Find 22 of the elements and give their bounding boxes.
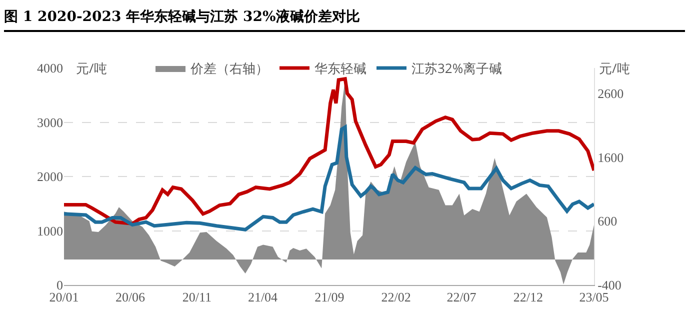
y-tick-label: 1000 — [37, 223, 63, 238]
y2-tick-label: 600 — [598, 214, 618, 229]
y-tick-label: 2000 — [37, 169, 63, 184]
line-series — [64, 125, 594, 232]
y-axis-title: 元/吨 — [76, 59, 107, 77]
y-tick-label: 4000 — [37, 60, 63, 76]
x-tick-label: 20/11 — [182, 290, 212, 305]
y2-axis-title: 元/吨 — [599, 59, 630, 77]
legend-label: 华东轻碱 — [314, 59, 366, 78]
legend-label: 价差（右轴） — [190, 59, 268, 78]
x-tick-label: 22/12 — [513, 290, 544, 305]
chart-title: 图 1 2020-2023 年华东轻碱与江苏 32%液碱价差对比 — [4, 4, 685, 32]
x-tick-label: 20/06 — [115, 290, 146, 305]
x-tick-label: 22/07 — [446, 290, 477, 305]
y2-tick-label: 1600 — [598, 150, 624, 165]
legend-label: 江苏32%离子碱 — [412, 59, 502, 78]
x-tick-label: 21/04 — [248, 290, 278, 305]
y2-tick-label: 2600 — [598, 86, 624, 102]
line-series — [64, 77, 594, 226]
x-tick-label: 21/09 — [314, 290, 344, 305]
y-tick-label: 3000 — [37, 114, 63, 130]
x-tick-label: 22/02 — [381, 290, 411, 305]
